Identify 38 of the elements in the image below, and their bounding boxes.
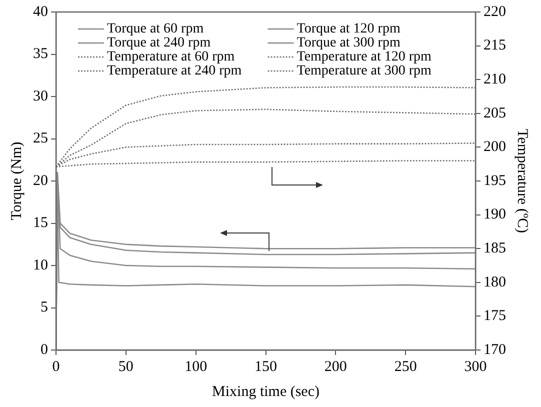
y2-tick-label: 200 (484, 139, 506, 156)
y2-tick-label: 210 (484, 72, 506, 88)
legend-label: Torque at 120 rpm (296, 22, 400, 37)
legend-label: Torque at 240 rpm (107, 36, 211, 51)
y2-axis-title: Temperature (ºC) (514, 129, 530, 233)
y2-tick-label: 190 (484, 206, 506, 223)
y-tick-label: 15 (33, 215, 48, 232)
y-tick-label: 10 (33, 257, 48, 274)
x-tick-label: 0 (52, 358, 60, 375)
y-tick-label: 5 (40, 300, 48, 316)
y2-tick-label: 220 (484, 4, 506, 20)
y2-tick-label: 170 (484, 342, 506, 358)
y-tick-label: 40 (33, 4, 48, 20)
y-tick-label: 30 (33, 88, 48, 104)
legend-label: Temperature at 60 rpm (107, 50, 235, 65)
legend-label: Torque at 300 rpm (296, 36, 400, 51)
y2-tick-label: 215 (484, 38, 506, 54)
y-tick-label: 0 (40, 342, 48, 358)
legend-label: Temperature at 300 rpm (296, 64, 432, 79)
legend-label: Torque at 60 rpm (107, 22, 204, 37)
y-tick-label: 25 (33, 130, 48, 147)
legend-label: Temperature at 240 rpm (107, 64, 242, 79)
y2-tick-label: 175 (484, 308, 506, 324)
y-axis-title: Torque (Nm) (8, 142, 25, 220)
x-tick-label: 100 (184, 358, 208, 375)
x-tick-label: 300 (464, 358, 487, 375)
y-tick-label: 20 (33, 172, 48, 189)
y-tick-label: 35 (33, 46, 48, 62)
x-tick-label: 250 (394, 358, 417, 375)
legend-label: Temperature at 120 rpm (296, 50, 432, 65)
x-tick-label: 50 (118, 358, 134, 375)
x-tick-label: 150 (254, 358, 277, 375)
x-axis-title: Mixing time (sec) (212, 384, 320, 400)
y2-tick-label: 195 (484, 172, 506, 189)
y2-tick-label: 185 (484, 240, 506, 257)
x-tick-label: 200 (324, 358, 347, 375)
y2-tick-label: 180 (484, 274, 506, 290)
y2-tick-label: 205 (484, 105, 506, 122)
